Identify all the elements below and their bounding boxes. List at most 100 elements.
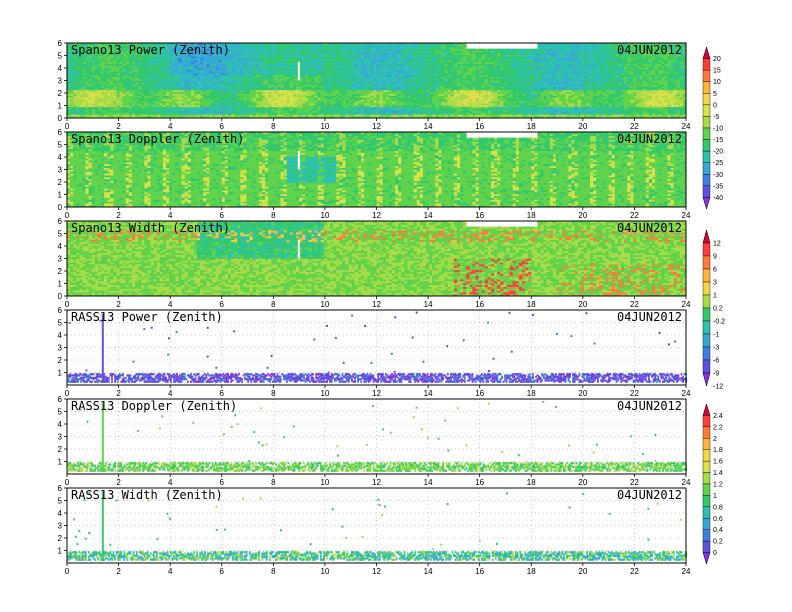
heatmap-cell xyxy=(321,58,324,60)
heatmap-cell xyxy=(95,77,98,79)
heatmap-cell xyxy=(321,47,324,49)
heatmap-cell xyxy=(240,112,243,114)
heatmap-cell xyxy=(222,96,225,98)
heatmap-cell xyxy=(163,103,166,105)
heatmap-cell xyxy=(234,103,237,105)
heatmap-cell xyxy=(358,58,361,60)
heatmap-cell xyxy=(327,71,330,73)
heatmap-cell xyxy=(339,114,342,116)
heatmap-cell xyxy=(336,73,339,75)
heatmap-cell xyxy=(268,103,271,105)
heatmap-cell xyxy=(188,62,191,64)
heatmap-cell xyxy=(302,71,305,73)
heatmap-cell xyxy=(188,99,191,101)
heatmap-cell xyxy=(163,71,166,73)
heatmap-cell xyxy=(234,109,237,111)
heatmap-cell xyxy=(271,81,274,83)
heatmap-cell xyxy=(197,103,200,105)
heatmap-cell xyxy=(182,86,185,88)
heatmap-cell xyxy=(284,67,287,69)
heatmap-cell xyxy=(70,64,73,66)
heatmap-cell xyxy=(277,82,280,84)
heatmap-cell xyxy=(302,51,305,53)
heatmap-cell xyxy=(120,82,123,84)
heatmap-cell xyxy=(349,56,352,58)
heatmap-cell xyxy=(281,77,284,79)
heatmap-cell xyxy=(89,111,92,113)
heatmap-cell xyxy=(315,47,318,49)
heatmap-cell xyxy=(104,90,107,92)
heatmap-cell xyxy=(154,99,157,101)
heatmap-cell xyxy=(169,112,172,114)
heatmap-cell xyxy=(240,94,243,96)
heatmap-cell xyxy=(361,56,364,58)
heatmap-cell xyxy=(352,84,355,86)
heatmap-cell xyxy=(302,69,305,71)
heatmap-cell xyxy=(135,90,138,92)
heatmap-cell xyxy=(287,109,290,111)
heatmap-cell xyxy=(318,60,321,62)
heatmap-cell xyxy=(95,62,98,64)
heatmap-cell xyxy=(355,111,358,113)
heatmap-cell xyxy=(188,69,191,71)
heatmap-cell xyxy=(243,67,246,69)
heatmap-cell xyxy=(277,90,280,92)
heatmap-cell xyxy=(185,107,188,109)
heatmap-cell xyxy=(256,69,259,71)
heatmap-cell xyxy=(293,94,296,96)
heatmap-cell xyxy=(212,77,215,79)
heatmap-cell xyxy=(336,60,339,62)
heatmap-cell xyxy=(117,90,120,92)
heatmap-cell xyxy=(113,111,116,113)
heatmap-cell xyxy=(361,64,364,66)
heatmap-cell xyxy=(107,81,110,83)
heatmap-cell xyxy=(67,67,70,69)
heatmap-cell xyxy=(95,97,98,99)
heatmap-cell xyxy=(284,92,287,94)
heatmap-cell xyxy=(79,81,82,83)
heatmap-cell xyxy=(197,114,200,116)
heatmap-cell xyxy=(346,81,349,83)
heatmap-cell xyxy=(339,96,342,98)
heatmap-cell xyxy=(185,97,188,99)
heatmap-cell xyxy=(178,99,181,101)
heatmap-cell xyxy=(342,114,345,116)
heatmap-cell xyxy=(312,71,315,73)
heatmap-cell xyxy=(336,101,339,103)
heatmap-cell xyxy=(293,112,296,114)
heatmap-cell xyxy=(191,90,194,92)
heatmap-cell xyxy=(154,105,157,107)
heatmap-cell xyxy=(361,111,364,113)
heatmap-cell xyxy=(305,45,308,47)
heatmap-cell xyxy=(296,90,299,92)
heatmap-cell xyxy=(163,112,166,114)
heatmap-cell xyxy=(117,88,120,90)
heatmap-cell xyxy=(349,52,352,54)
heatmap-cell xyxy=(299,111,302,113)
heatmap-cell xyxy=(240,84,243,86)
heatmap-cell xyxy=(113,88,116,90)
heatmap-cell xyxy=(120,92,123,94)
heatmap-cell xyxy=(346,62,349,64)
heatmap-cell xyxy=(175,96,178,98)
heatmap-cell xyxy=(324,82,327,84)
heatmap-cell xyxy=(315,112,318,114)
heatmap-cell xyxy=(250,94,253,96)
heatmap-cell xyxy=(138,66,141,68)
heatmap-cell xyxy=(185,101,188,103)
heatmap-cell xyxy=(86,64,89,66)
heatmap-cell xyxy=(82,66,85,68)
heatmap-cell xyxy=(324,112,327,114)
heatmap-cell xyxy=(206,88,209,90)
heatmap-cell xyxy=(135,77,138,79)
heatmap-cell xyxy=(243,84,246,86)
heatmap-cell xyxy=(126,99,129,101)
heatmap-cell xyxy=(151,64,154,66)
heatmap-cell xyxy=(240,81,243,83)
heatmap-cell xyxy=(290,75,293,77)
heatmap-cell xyxy=(259,69,262,71)
heatmap-cell xyxy=(277,99,280,101)
heatmap-cell xyxy=(225,81,228,83)
heatmap-cell xyxy=(349,45,352,47)
heatmap-cell xyxy=(284,94,287,96)
